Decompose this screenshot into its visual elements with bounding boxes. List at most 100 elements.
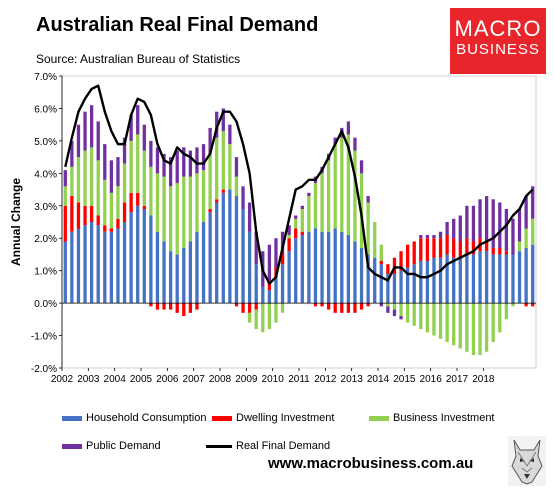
bar-dwelling-investment-15 (162, 303, 166, 310)
bar-household-consumption-65 (491, 254, 495, 304)
bar-business-investment-36 (300, 209, 304, 232)
bar-business-investment-65 (491, 303, 495, 343)
bar-dwelling-investment-42 (340, 303, 344, 313)
bar-dwelling-investment-39 (320, 303, 324, 307)
bar-business-investment-41 (333, 144, 337, 229)
bar-business-investment-20 (195, 173, 199, 232)
bar-business-investment-71 (531, 218, 535, 245)
bar-public-demand-37 (307, 192, 311, 197)
line-real-final-demand (64, 84, 534, 285)
bar-household-consumption-35 (294, 238, 298, 304)
bar-dwelling-investment-60 (458, 241, 462, 258)
bar-public-demand-63 (478, 199, 482, 239)
bar-business-investment-10 (129, 140, 133, 193)
legend-item-business: Business Investment (369, 412, 495, 424)
bar-business-investment-69 (517, 241, 522, 252)
bar-business-investment-6 (103, 179, 107, 226)
bar-public-demand-65 (491, 199, 495, 248)
bar-public-demand-0 (63, 170, 67, 187)
x-tick-label-2007: 2007 (183, 374, 206, 385)
bar-business-investment-68 (511, 303, 515, 307)
bar-dwelling-investment-23 (215, 199, 219, 203)
bar-household-consumption-49 (386, 273, 390, 304)
bar-dwelling-investment-61 (465, 238, 469, 255)
bar-public-demand-29 (254, 231, 258, 265)
bar-business-investment-58 (445, 303, 449, 343)
bar-public-demand-7 (109, 160, 114, 193)
bar-public-demand-24 (221, 108, 225, 132)
bar-public-demand-15 (162, 153, 166, 177)
bar-public-demand-17 (175, 150, 179, 184)
bar-business-investment-26 (234, 176, 239, 197)
bar-dwelling-investment-31 (267, 280, 272, 291)
bar-business-investment-24 (221, 131, 225, 190)
bar-public-demand-51 (399, 316, 403, 320)
y-tick-label-8: 6.0% (34, 104, 57, 115)
logo-line1: MACRO (454, 16, 542, 41)
bar-household-consumption-71 (531, 244, 535, 304)
bar-business-investment-33 (280, 303, 285, 313)
bar-business-investment-16 (168, 186, 173, 252)
bar-dwelling-investment-5 (96, 215, 100, 226)
bar-dwelling-investment-56 (432, 238, 436, 258)
x-tick-label-2012: 2012 (314, 374, 337, 385)
bar-business-investment-34 (287, 234, 291, 239)
bar-business-investment-0 (63, 186, 67, 206)
bar-business-investment-59 (452, 303, 456, 346)
x-tick-label-2008: 2008 (209, 374, 232, 385)
bar-dwelling-investment-13 (149, 303, 153, 307)
bar-public-demand-22 (208, 127, 212, 154)
bar-business-investment-13 (149, 166, 153, 216)
bar-business-investment-30 (261, 303, 265, 333)
bar-household-consumption-53 (412, 264, 416, 304)
bar-household-consumption-6 (103, 231, 107, 304)
bar-business-investment-37 (307, 196, 311, 232)
bar-business-investment-3 (83, 150, 87, 206)
bar-dwelling-investment-38 (313, 303, 318, 307)
bar-dwelling-investment-57 (438, 238, 443, 258)
x-tick-label-2013: 2013 (341, 374, 364, 385)
bar-household-consumption-36 (300, 234, 304, 304)
bar-household-consumption-37 (307, 231, 311, 304)
bar-public-demand-36 (300, 205, 304, 210)
bar-dwelling-investment-53 (412, 241, 416, 265)
bar-business-investment-63 (478, 303, 482, 356)
bar-household-consumption-15 (162, 241, 166, 304)
bar-household-consumption-32 (274, 277, 278, 304)
legend-label-dwelling: Dwelling Investment (236, 412, 335, 424)
bar-public-demand-57 (438, 231, 443, 239)
wolf-logo-icon (508, 436, 546, 486)
bar-dwelling-investment-14 (155, 303, 160, 310)
bar-household-consumption-41 (333, 228, 337, 304)
bar-public-demand-56 (432, 234, 436, 239)
bar-business-investment-70 (524, 228, 528, 248)
bar-dwelling-investment-6 (103, 225, 107, 232)
bar-public-demand-31 (267, 244, 272, 281)
chart-title: Australian Real Final Demand (36, 14, 319, 36)
bar-dwelling-investment-67 (504, 251, 509, 255)
bar-dwelling-investment-64 (484, 241, 489, 252)
bar-business-investment-60 (458, 303, 462, 349)
x-tick-label-2017: 2017 (446, 374, 469, 385)
bar-household-consumption-63 (478, 251, 482, 304)
bar-public-demand-16 (168, 157, 173, 187)
bar-business-investment-18 (182, 176, 186, 248)
x-tick-label-2010: 2010 (262, 374, 285, 385)
x-tick-label-2003: 2003 (77, 374, 100, 385)
bar-business-investment-1 (70, 166, 74, 197)
bar-business-investment-39 (320, 173, 324, 232)
bar-household-consumption-34 (287, 251, 291, 304)
bar-public-demand-11 (136, 105, 140, 135)
bar-household-consumption-20 (195, 231, 199, 304)
x-tick-label-2016: 2016 (420, 374, 443, 385)
bar-household-consumption-11 (136, 205, 140, 304)
bar-household-consumption-26 (234, 196, 239, 304)
x-tick-label-2014: 2014 (367, 374, 390, 385)
bar-household-consumption-29 (254, 264, 258, 304)
bar-public-demand-45 (359, 160, 364, 174)
bar-business-investment-35 (294, 218, 298, 229)
legend-label-public: Public Demand (86, 440, 161, 452)
bar-household-consumption-17 (175, 254, 179, 304)
legend-item-dwelling: Dwelling Investment (212, 412, 334, 424)
bar-household-consumption-58 (445, 254, 449, 304)
